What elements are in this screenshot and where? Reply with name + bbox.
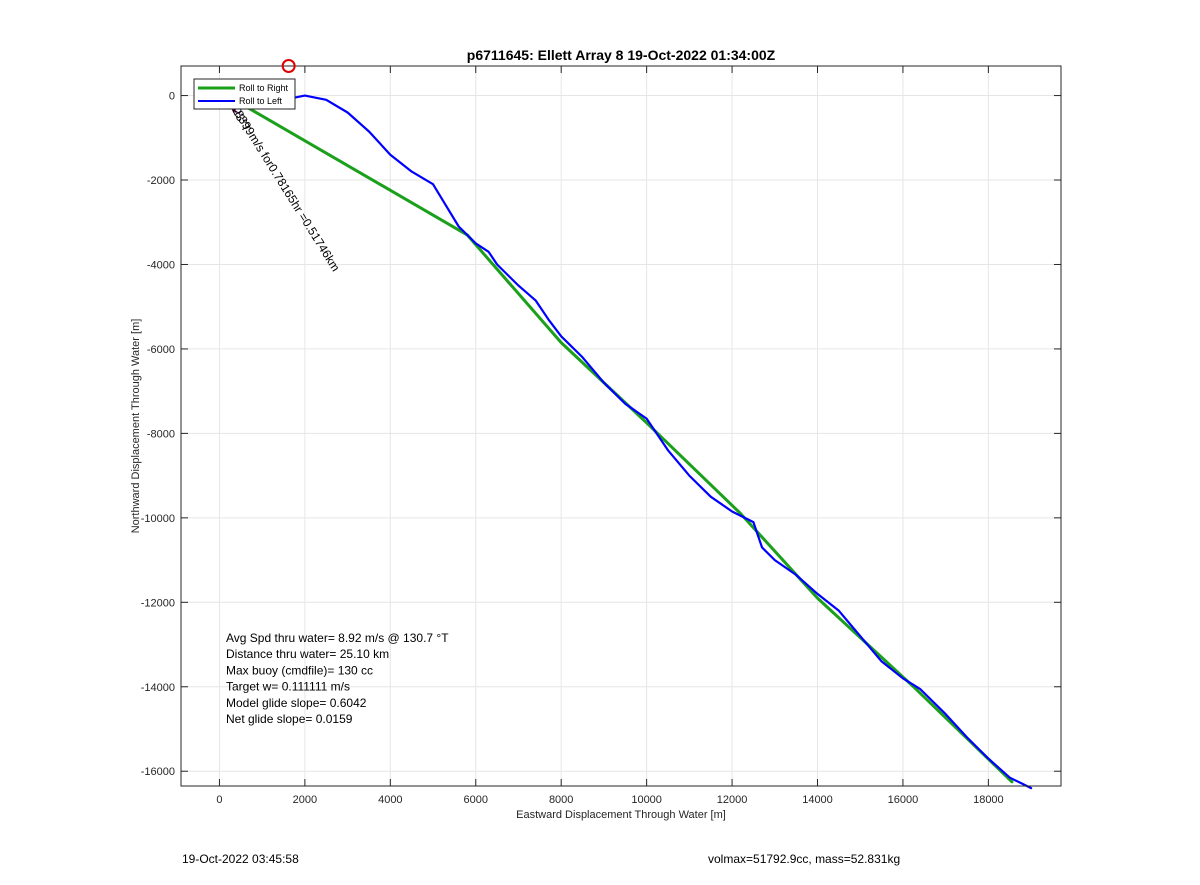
y-tick-label: -16000	[141, 766, 175, 778]
x-tick-label: 4000	[378, 794, 402, 806]
x-tick-label: 14000	[802, 794, 833, 806]
x-axis-label: Eastward Displacement Through Water [m]	[516, 809, 726, 821]
y-axis-label: Northward Displacement Through Water [m]	[130, 319, 142, 534]
series-line-1	[217, 94, 1014, 784]
y-tick-label: -12000	[141, 597, 175, 609]
stats-annotation: Avg Spd thru water= 8.92 m/s @ 130.7 °T	[226, 631, 449, 645]
y-tick-label: -14000	[141, 682, 175, 694]
legend-label: Roll to Right	[239, 83, 289, 93]
legend-box	[193, 78, 296, 110]
y-tick-label: -10000	[141, 513, 175, 525]
footer-timestamp: 19-Oct-2022 03:45:58	[182, 852, 299, 866]
x-tick-label: 18000	[973, 794, 1004, 806]
footer-volmax-mass: volmax=51792.9cc, mass=52.831kg	[708, 852, 901, 866]
x-tick-label: 16000	[888, 794, 919, 806]
y-tick-label: -4000	[147, 259, 175, 271]
stats-annotation: Distance thru water= 25.10 km	[226, 647, 389, 661]
x-tick-label: 8000	[549, 794, 573, 806]
x-tick-label: 12000	[717, 794, 748, 806]
series-line-2	[218, 94, 1033, 790]
chart-title: p6711645: Ellett Array 8 19-Oct-2022 01:…	[467, 47, 776, 63]
stats-annotation: Net glide slope= 0.0159	[226, 712, 353, 726]
x-tick-label: 0	[216, 794, 222, 806]
y-tick-label: -2000	[147, 175, 175, 187]
plot-area	[181, 66, 1061, 786]
axes-box	[180, 65, 1062, 787]
x-tick-label: 10000	[631, 794, 662, 806]
y-tick-label: -6000	[147, 344, 175, 356]
position-marker	[281, 59, 296, 73]
x-tick-label: 6000	[464, 794, 488, 806]
legend-label: Roll to Left	[239, 96, 283, 106]
x-tick-label: 2000	[293, 794, 317, 806]
y-tick-label: 0	[169, 91, 175, 103]
stats-annotation: Model glide slope= 0.6042	[226, 696, 367, 710]
stats-annotation: Target w= 0.111111 m/s	[226, 680, 350, 694]
y-tick-label: -8000	[147, 428, 175, 440]
stats-annotation: Max buoy (cmdfile)= 130 cc	[226, 663, 373, 677]
